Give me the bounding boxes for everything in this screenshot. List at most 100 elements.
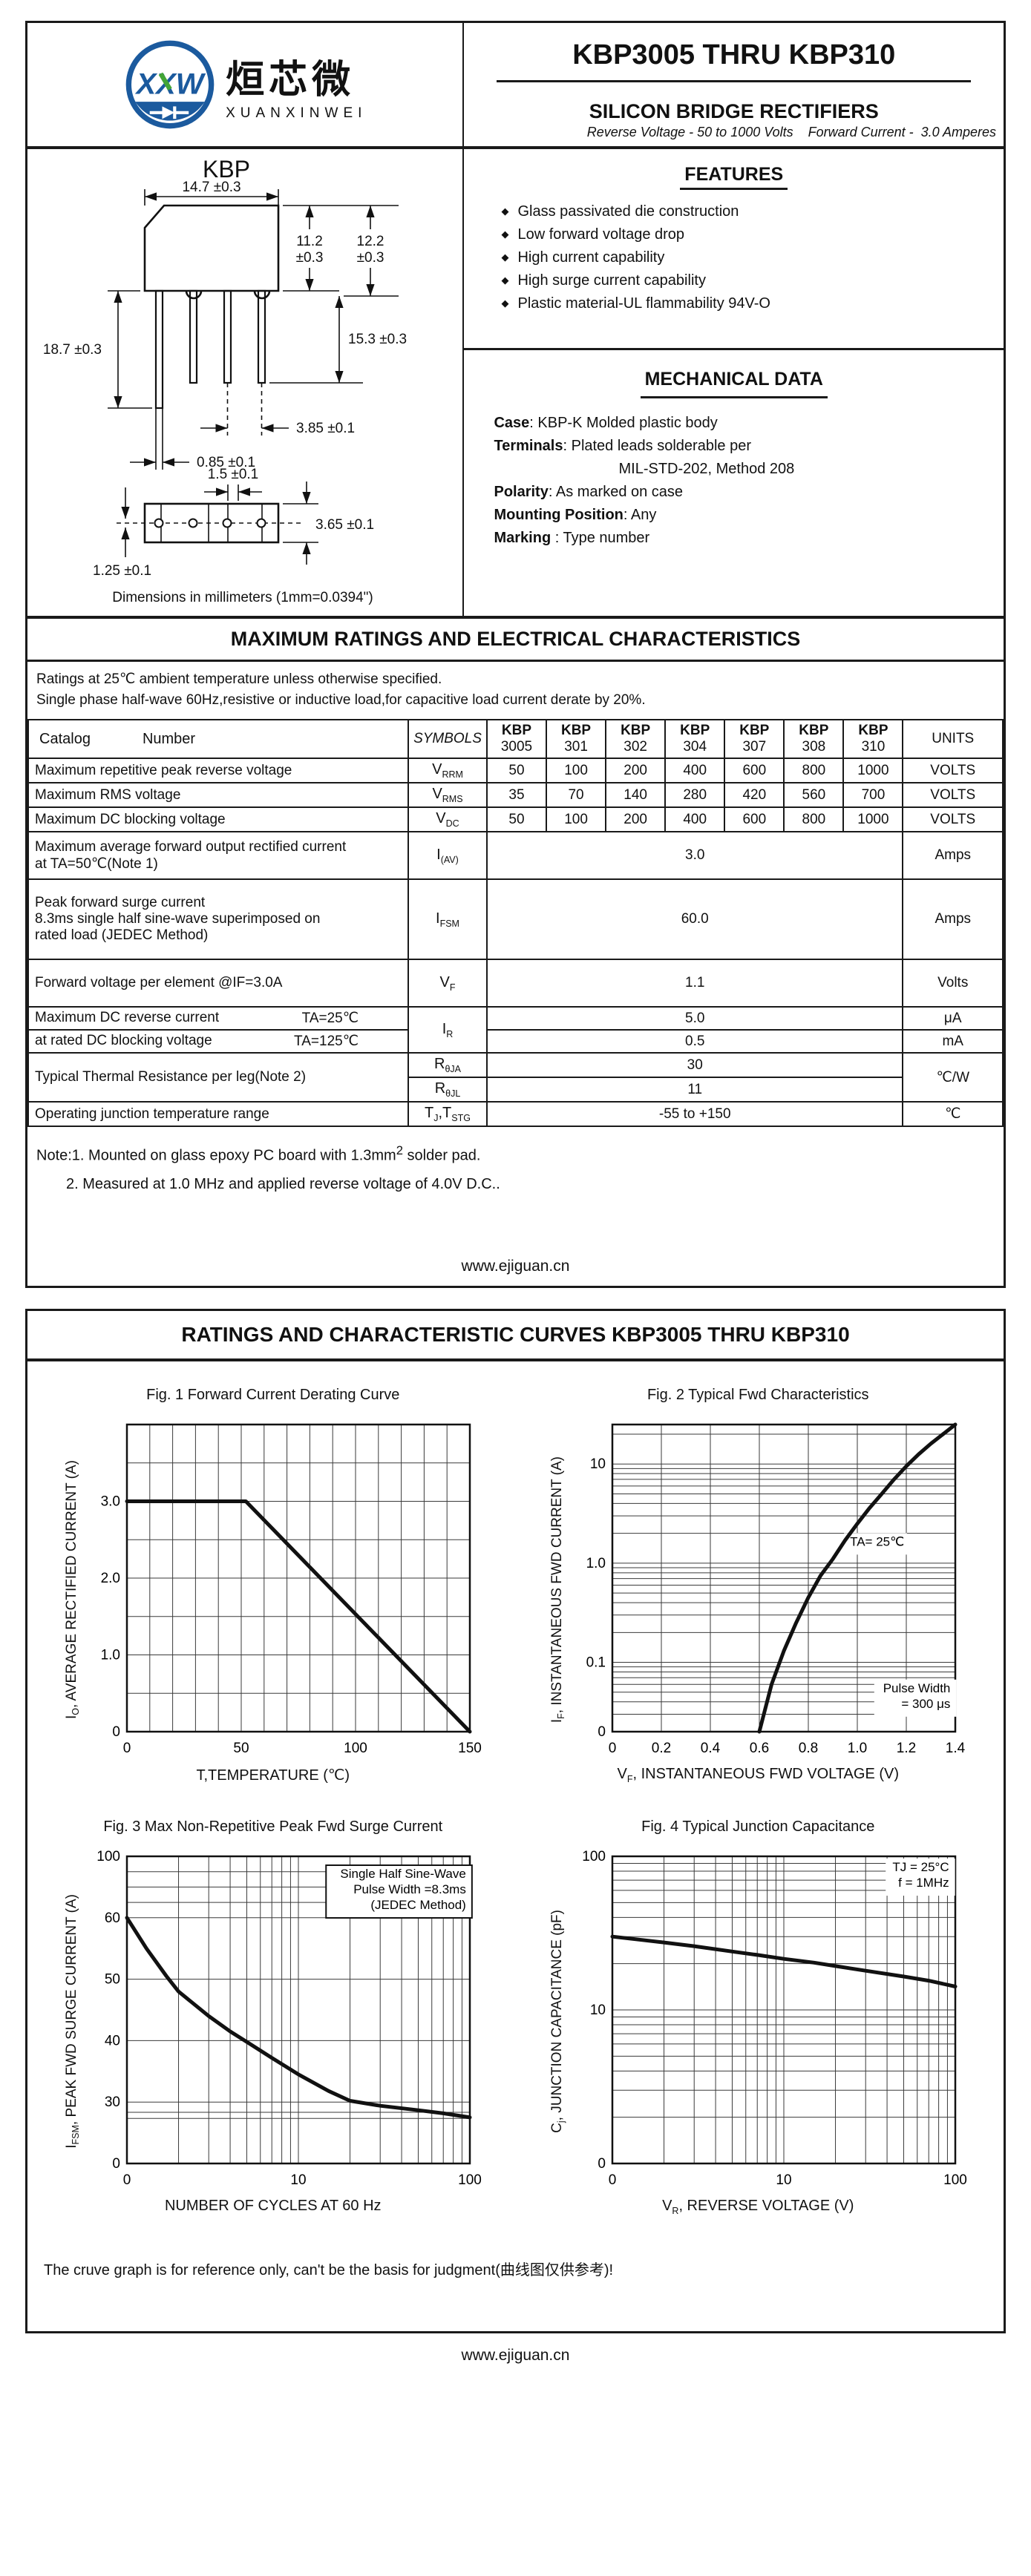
value-cell: 5.0 [485,1006,904,1031]
param-cell: Maximum repetitive peak reverse voltage [27,758,410,784]
svg-text:0: 0 [123,2172,131,2188]
svg-text:100: 100 [96,1849,120,1864]
feature-item: ◆ High surge current capability [501,272,706,289]
fig4-y-axis-label: Cj, JUNCTION CAPACITANCE (pF) [549,1910,566,2134]
svg-text:Pulse Width =8.3ms: Pulse Width =8.3ms [353,1882,466,1896]
svg-text:100: 100 [458,2172,482,2188]
symbol-cell: IR [408,1006,488,1054]
svg-text:Single Half Sine-Wave: Single Half Sine-Wave [341,1867,466,1881]
table-row: Maximum average forward output rectified… [27,831,1004,881]
param-cell: Typical Thermal Resistance per leg(Note … [27,1052,410,1103]
svg-text:3.0: 3.0 [101,1494,120,1509]
dim-bottom-offset: 1.5 ±0.1 [208,467,259,482]
table-notes: Note:1. Mounted on glass epoxy PC board … [27,1127,1004,1206]
mech-case: Case: KBP-K Molded plastic body [494,414,718,431]
svg-text:0: 0 [113,1724,121,1740]
part-col-header: KBP 308 [783,719,845,760]
symbol-cell: VRRM [408,758,488,784]
svg-text:0: 0 [123,1741,131,1756]
symbol-cell: I(AV) [408,831,488,881]
diamond-bullet-icon: ◆ [501,275,509,286]
svg-text:10: 10 [590,1456,606,1472]
table-row: Maximum repetitive peak reverse voltage … [27,758,1004,784]
mech-mounting: Mounting Position: Any [494,506,657,523]
diamond-bullet-icon: ◆ [501,206,509,217]
fig3-title: Fig. 3 Max Non-Repetitive Peak Fwd Surge… [103,1818,443,1835]
part-col-header: KBP 307 [724,719,785,760]
svg-text:1.4: 1.4 [945,1741,965,1756]
value-cell: 50 [485,806,548,833]
value-cell: 280 [664,782,726,809]
part-col-header: KBP 304 [664,719,726,760]
param-cell: at rated DC blocking voltage TA=125℃ [27,1029,410,1054]
mech-terminals: Terminals: Plated leads solderable per [494,437,751,454]
value-cell: 400 [664,758,726,784]
fig1-x-axis-label: T,TEMPERATURE (℃) [196,1767,350,1784]
svg-text:1.0: 1.0 [847,1741,866,1756]
max-ratings-heading: MAXIMUM RATINGS AND ELECTRICAL CHARACTER… [27,619,1004,662]
logo-green-accent [158,72,172,91]
table-row: Maximum RMS voltage VRMS 35 70 140 280 4… [27,782,1004,809]
param-cell: Operating junction temperature range [27,1101,410,1128]
svg-text:0.1: 0.1 [586,1655,605,1670]
fig4-x-axis-label: VR, REVERSE VOLTAGE (V) [662,2197,854,2216]
unit-cell: VOLTS [902,758,1004,784]
dim-bottom-height: 3.65 ±0.1 [315,517,374,533]
fig3-y-axis-label: IFSM, PEAK FWD SURGE CURRENT (A) [64,1894,82,2149]
symbol-cell: RθJL [408,1077,488,1103]
ratings-condition-2: Single phase half-wave 60Hz,resistive or… [36,691,646,708]
svg-text:(JEDEC Method): (JEDEC Method) [371,1898,466,1912]
fig1-title: Fig. 1 Forward Current Derating Curve [146,1386,400,1403]
fig2-y-axis-label: IF, INSTANTANEOUS FWD CURRENT (A) [549,1456,566,1724]
value-cell: 420 [724,782,785,809]
dim-hole-offset: 1.25 ±0.1 [93,563,151,579]
svg-text:30: 30 [105,2094,120,2110]
fig1-y-axis-label: IO, AVERAGE RECTIFIED CURRENT (A) [64,1460,82,1720]
svg-text:1.0: 1.0 [101,1647,120,1663]
table-row: Maximum DC reverse current TA=25℃ IR 5.0 … [27,1006,1004,1054]
table-row: Forward voltage per element @IF=3.0A VF … [27,959,1004,1008]
datasheet-page-1: XXW 烜芯微 XUANXINWEI KBP3005 THRU KBP310 S… [25,21,1006,1288]
features-section: FEATURES ◆ Glass passivated die construct… [464,149,1004,350]
fig2-x-axis-label: VF, INSTANTANEOUS FWD VOLTAGE (V) [617,1765,900,1784]
svg-text:0: 0 [113,2156,121,2172]
value-cell: 200 [605,806,667,833]
svg-text:100: 100 [943,2172,967,2188]
value-cell: 200 [605,758,667,784]
table-row: Peak forward surge current 8.3ms single … [27,878,1004,961]
value-cell: 60.0 [485,878,904,961]
svg-text:2.0: 2.0 [101,1571,120,1586]
value-cell: 600 [724,806,785,833]
part-col-header: KBP 3005 [485,719,548,760]
datasheet-page-2: RATINGS AND CHARACTERISTIC CURVES KBP300… [25,1308,1006,2333]
svg-text:TA= 25℃: TA= 25℃ [850,1534,904,1548]
svg-text:Pulse Width: Pulse Width [883,1681,950,1695]
param-cell: Maximum RMS voltage [27,782,410,809]
svg-text:40: 40 [105,2033,120,2048]
mech-marking: Marking : Type number [494,529,650,546]
website-url: www.ejiguan.cn [461,1257,570,1275]
symbol-cell: VRMS [408,782,488,809]
value-cell: 560 [783,782,845,809]
value-cell: 800 [783,806,845,833]
unit-cell: VOLTS [902,806,1004,833]
svg-text:10: 10 [776,2172,791,2188]
fig1-chart-canvas: 0 50 100 150 0 1.0 2.0 3.0 [101,1423,482,1756]
svg-text:10: 10 [590,2002,606,2018]
feature-item: ◆ High current capability [501,249,665,266]
value-cell: 30 [485,1052,904,1079]
title-block: KBP3005 THRU KBP310 SILICON BRIDGE RECTI… [462,23,1004,146]
table-row: Maximum DC blocking voltage VDC 50 100 2… [27,806,1004,833]
svg-text:50: 50 [105,1971,120,1987]
diamond-bullet-icon: ◆ [501,252,509,263]
value-cell: 1000 [842,758,904,784]
value-cell: 140 [605,782,667,809]
unit-cell: μA [902,1006,1004,1031]
svg-text:f = 1MHz: f = 1MHz [898,1876,949,1890]
fig2-fwd-characteristics: Fig. 2 Typical Fwd Characteristics IF, I… [516,1387,1001,1786]
dim-body-h2: 12.2 [357,234,384,249]
value-cell: 1.1 [485,959,904,1008]
unit-cell: Amps [902,831,1004,881]
package-name: KBP [203,156,250,183]
dim-body-width: 14.7 ±0.3 [182,180,240,195]
